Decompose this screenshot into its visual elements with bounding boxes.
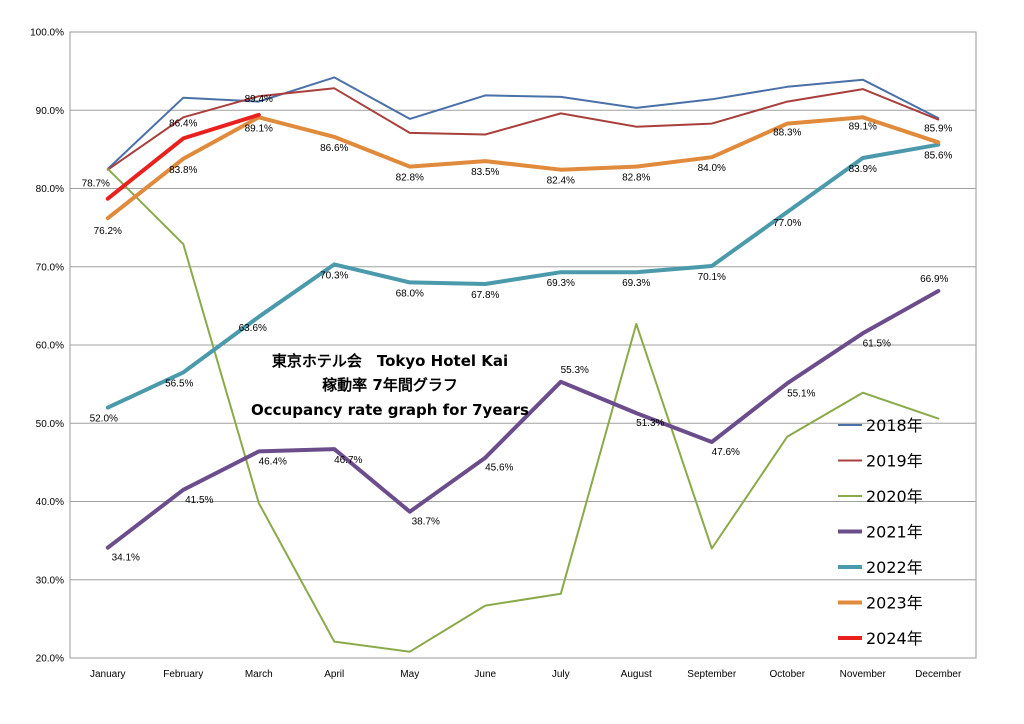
data-label: 55.3% [561, 365, 589, 376]
data-label: 52.0% [90, 414, 118, 425]
x-tick-label: December [915, 669, 962, 680]
series-line-6 [105, 112, 261, 201]
x-axis-ticks: January February March April May June July Augu… [90, 669, 962, 680]
data-label: 70.3% [320, 270, 348, 281]
series-line-0 [106, 76, 940, 170]
chart-title-line-3: Occupancy rate graph for 7years [251, 401, 529, 419]
data-label: 68.0% [396, 288, 424, 299]
data-label: 89.1% [245, 123, 273, 134]
data-label: 38.7% [412, 517, 440, 528]
data-label: 89.1% [849, 121, 877, 132]
x-tick-label: September [687, 669, 737, 680]
data-label: 83.8% [169, 165, 197, 176]
legend-entry-label: 2023年 [866, 594, 923, 613]
chart-title: 東京ホテル会 Tokyo Hotel Kai 稼動率 7年間グラフ Occupa… [251, 352, 529, 419]
y-tick-label: 50.0% [36, 419, 64, 430]
data-label: 84.0% [698, 163, 726, 174]
legend-entry-label: 2024年 [866, 629, 923, 648]
x-tick-label: March [245, 669, 273, 680]
y-tick-label: 70.0% [36, 262, 64, 273]
data-label: 34.1% [112, 553, 140, 564]
data-labels: 34.1% 41.5% 46.4% 46.7% 38.7% 45.6% 55.3% 51.3%… [82, 94, 953, 564]
series-line-3 [105, 289, 941, 550]
x-tick-label: May [400, 669, 419, 680]
data-label: 85.6% [924, 151, 952, 162]
data-label: 82.8% [622, 173, 650, 184]
legend-entry-label: 2022年 [866, 558, 923, 577]
data-label: 69.3% [547, 278, 575, 289]
y-tick-label: 90.0% [36, 106, 64, 117]
x-tick-label: April [324, 669, 344, 680]
legend-entry-label: 2019年 [866, 452, 923, 471]
series-lines [105, 76, 941, 653]
data-label: 47.6% [712, 447, 740, 458]
y-tick-label: 30.0% [36, 575, 64, 586]
data-label: 82.4% [547, 176, 575, 187]
series-line-1 [106, 87, 940, 171]
gridlines [70, 109, 976, 581]
data-label: 85.9% [924, 123, 952, 134]
data-label: 70.1% [698, 272, 726, 283]
data-label: 88.3% [773, 128, 801, 139]
data-label: 77.0% [773, 218, 801, 229]
chart-title-line-2: 稼動率 7年間グラフ [322, 376, 458, 394]
data-label: 46.4% [259, 456, 287, 467]
x-tick-label: October [769, 669, 805, 680]
data-label: 55.1% [787, 388, 815, 399]
legend-entry-label: 2020年 [866, 487, 923, 506]
x-tick-label: August [621, 669, 652, 680]
data-label: 67.8% [471, 290, 499, 301]
data-label: 56.5% [165, 378, 193, 389]
data-label: 82.8% [396, 173, 424, 184]
data-label: 41.5% [185, 495, 213, 506]
x-tick-label: February [163, 669, 203, 680]
series-line-4 [105, 142, 941, 410]
legend-entry-label: 2018年 [866, 416, 923, 435]
data-label: 61.5% [863, 338, 891, 349]
x-tick-label: June [474, 669, 496, 680]
data-label: 51.3% [636, 418, 664, 429]
x-tick-label: November [840, 669, 887, 680]
data-label: 63.6% [239, 323, 267, 334]
x-tick-label: January [90, 669, 126, 680]
y-tick-label: 100.0% [30, 28, 64, 39]
y-tick-label: 40.0% [36, 497, 64, 508]
data-label: 69.3% [622, 278, 650, 289]
data-label: 76.2% [94, 226, 122, 237]
legend: 2018年 2019年 2020年 2021年 2022年 2023年 2024年 [838, 416, 923, 648]
legend-entry-label: 2021年 [866, 523, 923, 542]
data-label: 66.9% [920, 274, 948, 285]
data-label: 78.7% [82, 179, 110, 190]
y-tick-label: 60.0% [36, 341, 64, 352]
data-label: 83.9% [849, 164, 877, 175]
data-label: 83.5% [471, 167, 499, 178]
chart-title-line-1: 東京ホテル会 Tokyo Hotel Kai [272, 352, 508, 370]
x-tick-label: July [552, 669, 570, 680]
data-label: 86.4% [169, 118, 197, 129]
data-label: 89.4% [245, 94, 273, 105]
data-label: 46.7% [334, 455, 362, 466]
y-tick-label: 20.0% [36, 654, 64, 665]
y-axis-ticks: 20.0% 30.0% 40.0% 50.0% 60.0% 70.0% 80.0% 90.0%… [30, 28, 64, 665]
data-label: 45.6% [485, 463, 513, 474]
series-line-5 [105, 115, 941, 221]
data-label: 86.6% [320, 143, 348, 154]
y-tick-label: 80.0% [36, 184, 64, 195]
